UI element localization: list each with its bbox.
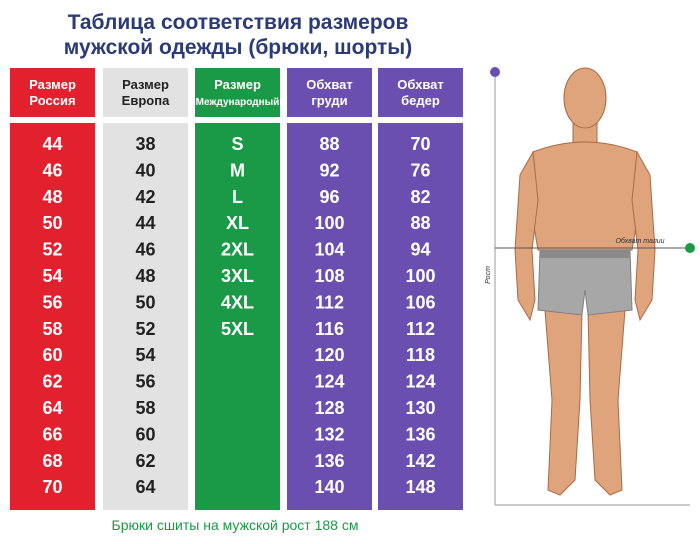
title-line: мужской одежды (брюки, шорты): [64, 36, 412, 59]
cell: 54: [42, 266, 62, 286]
cell: 44: [42, 134, 62, 154]
cell: 40: [135, 160, 155, 180]
column-header: бедер: [401, 93, 440, 108]
cell: 50: [135, 292, 155, 312]
cell: 124: [314, 372, 344, 392]
column-header-box: [378, 68, 463, 117]
cell: 140: [314, 477, 344, 497]
cell: 38: [135, 134, 155, 154]
cell: 42: [135, 187, 155, 207]
cell: 46: [42, 160, 62, 180]
cell: 70: [410, 134, 430, 154]
cell: 70: [42, 477, 62, 497]
cell: 56: [135, 372, 155, 392]
cell: 48: [42, 187, 62, 207]
title-line: Таблица соответствия размеров: [68, 11, 409, 34]
column-body: [378, 123, 463, 510]
cell: 62: [42, 372, 62, 392]
cell: 94: [410, 240, 430, 260]
column-body: [10, 123, 95, 510]
cell: 60: [42, 345, 62, 365]
cell: 118: [406, 345, 435, 365]
waist-label: Обхват талии: [615, 237, 664, 245]
column-header: Обхват: [397, 77, 443, 92]
cell: 124: [405, 372, 435, 392]
cell: L: [232, 187, 243, 207]
column-header: Обхват: [306, 77, 352, 92]
cell: 64: [135, 477, 155, 497]
cell: 128: [314, 398, 344, 418]
cell: 148: [405, 477, 435, 497]
cell: 68: [42, 451, 62, 471]
cell: 104: [314, 240, 344, 260]
cell: XL: [226, 213, 249, 233]
column-body: [195, 123, 280, 510]
cell: 132: [314, 424, 344, 444]
cell: 4XL: [221, 292, 254, 312]
column-header-box: [10, 68, 95, 117]
waist-marker: [685, 243, 695, 253]
cell: 52: [42, 240, 62, 260]
cell: 76: [410, 160, 430, 180]
cell: 64: [42, 398, 62, 418]
cell: M: [230, 160, 245, 180]
cell: 130: [405, 398, 435, 418]
column-header-box: [287, 68, 372, 117]
cell: 96: [319, 187, 339, 207]
cell: 44: [135, 213, 155, 233]
cell: 100: [405, 266, 435, 286]
cell: 82: [410, 187, 430, 207]
column-header: Международный: [196, 97, 280, 108]
cell: 120: [314, 345, 344, 365]
column-body: [103, 123, 188, 510]
column-header-box: [103, 68, 188, 117]
cell: 112: [406, 319, 435, 339]
cell: 56: [42, 292, 62, 312]
cell: 66: [42, 424, 62, 444]
cell: 52: [135, 319, 155, 339]
column-header: Россия: [29, 93, 75, 108]
cell: 58: [135, 398, 155, 418]
cell: 142: [405, 451, 435, 471]
cell: 54: [135, 345, 155, 365]
cell: S: [231, 134, 243, 154]
column-header: груди: [311, 93, 347, 108]
column-header: Размер: [29, 77, 76, 92]
cell: 60: [135, 424, 155, 444]
height-label: Рост: [485, 266, 492, 284]
cell: 106: [405, 292, 435, 312]
cell: 112: [315, 292, 344, 312]
cell: 100: [314, 213, 344, 233]
column-header-box: [195, 68, 280, 117]
column-header: Размер: [122, 77, 169, 92]
cell: 136: [314, 451, 344, 471]
height-marker: [490, 67, 500, 77]
column-header: Европа: [122, 93, 170, 108]
cell: 116: [315, 319, 344, 339]
cell: 2XL: [221, 240, 254, 260]
cell: 108: [314, 266, 344, 286]
cell: 46: [135, 240, 155, 260]
cell: 88: [319, 134, 339, 154]
cell: 62: [135, 451, 155, 471]
cell: 48: [135, 266, 155, 286]
cell: 50: [42, 213, 62, 233]
cell: 136: [405, 424, 435, 444]
column-header: Размер: [214, 77, 261, 92]
cell: 88: [410, 213, 430, 233]
cell: 92: [319, 160, 339, 180]
cell: 58: [42, 319, 62, 339]
cell: 3XL: [221, 266, 254, 286]
column-body: [287, 123, 372, 510]
footer: Брюки сшиты на мужской рост 188 см: [112, 517, 359, 533]
cell: 5XL: [221, 319, 254, 339]
human-figure: [514, 67, 656, 496]
